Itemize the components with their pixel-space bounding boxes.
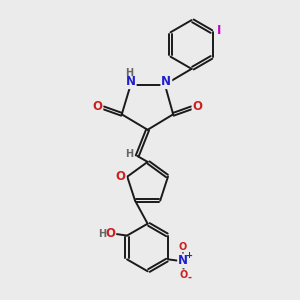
Text: O: O: [179, 270, 188, 280]
Text: O: O: [179, 242, 187, 252]
Text: O: O: [193, 100, 202, 113]
Text: O: O: [92, 100, 102, 113]
Text: N: N: [126, 75, 136, 88]
Text: H: H: [125, 149, 133, 160]
Text: O: O: [116, 169, 126, 183]
Text: H: H: [125, 68, 133, 78]
Text: I: I: [217, 24, 221, 37]
Text: H: H: [98, 229, 106, 238]
Text: -: -: [188, 272, 192, 283]
Text: O: O: [105, 227, 115, 240]
Text: N: N: [161, 75, 171, 88]
Text: +: +: [185, 251, 192, 260]
Text: N: N: [178, 254, 188, 267]
